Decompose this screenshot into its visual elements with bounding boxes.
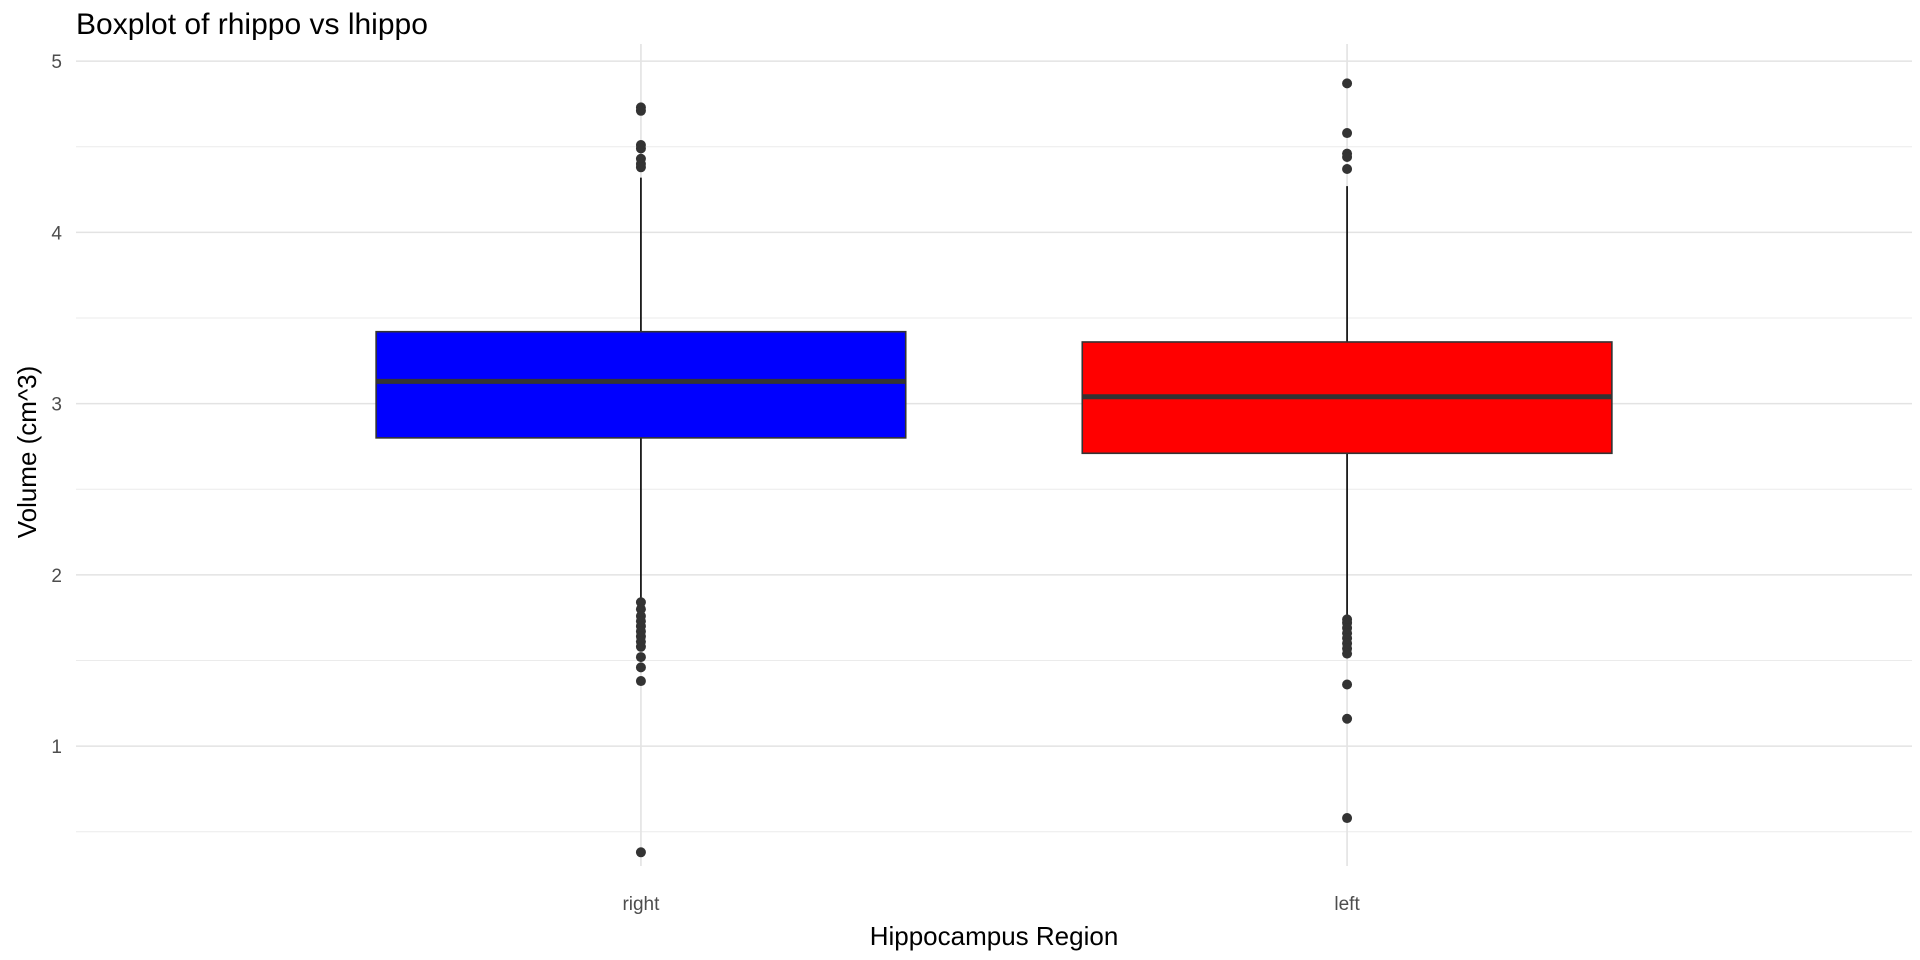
y-axis-title: Volume (cm^3) [12, 366, 42, 539]
outlier-point [635, 105, 646, 116]
outlier-point [635, 676, 646, 687]
outlier-point [635, 652, 646, 663]
box-body [375, 330, 907, 439]
outlier-point [1342, 813, 1353, 824]
outlier-point [1342, 152, 1353, 163]
outlier-point [1342, 164, 1353, 175]
outlier-point [635, 662, 646, 673]
x-tick-label: left [1334, 894, 1360, 915]
outlier-point [635, 641, 646, 652]
y-axis-tick-labels: 1 2 3 4 5 [51, 52, 62, 758]
x-axis-tick-labels: right left [622, 894, 1360, 915]
y-tick-label: 3 [51, 395, 62, 416]
outlier-point [1342, 713, 1353, 724]
outlier-point [1342, 128, 1353, 139]
outlier-point [635, 847, 646, 858]
outlier-point [635, 162, 646, 173]
outlier-point [1342, 78, 1353, 89]
outlier-point [1342, 648, 1353, 659]
chart-title: Boxplot of rhippo vs lhippo [76, 8, 428, 41]
outlier-point [1342, 679, 1353, 690]
box-left [1081, 78, 1613, 824]
minor-gridlines [76, 146, 1912, 833]
y-tick-label: 5 [51, 52, 62, 73]
boxes-layer [375, 78, 1613, 858]
major-gridlines [76, 44, 1912, 866]
y-tick-label: 1 [51, 737, 62, 758]
outlier-point [635, 604, 646, 615]
x-axis-title: Hippocampus Region [870, 921, 1119, 951]
y-tick-label: 2 [51, 566, 62, 587]
y-tick-label: 4 [51, 223, 62, 244]
box-right [375, 102, 907, 858]
x-tick-label: right [622, 894, 660, 915]
outlier-point [635, 143, 646, 154]
outlier-point [635, 597, 646, 608]
